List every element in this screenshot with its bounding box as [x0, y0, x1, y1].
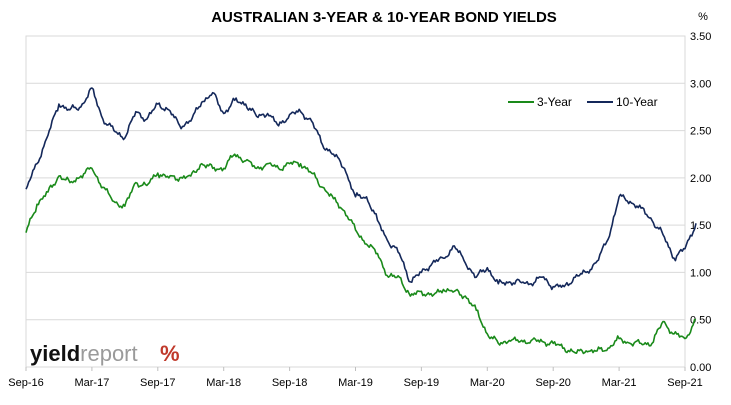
legend: 3-Year 10-Year [508, 95, 658, 109]
x-tick-label: Sep-20 [535, 377, 570, 389]
x-tick-label: Mar-17 [74, 377, 109, 389]
x-tick-label: Sep-21 [667, 377, 702, 389]
logo-text-yield: yield [30, 341, 80, 366]
logo-text-report: report [80, 341, 137, 366]
logo-percent-symbol: % [160, 341, 180, 366]
chart-title: AUSTRALIAN 3-YEAR & 10-YEAR BOND YIELDS [211, 9, 557, 26]
x-tick-label: Sep-18 [272, 377, 307, 389]
x-axis-ticks: Sep-16 Mar-17 Sep-17 Mar-18 Sep-18 Mar-19 Sep-… [8, 367, 703, 389]
y-tick-label: 2.00 [690, 173, 711, 185]
x-tick-label: Mar-19 [338, 377, 373, 389]
y-tick-label: 2.50 [690, 126, 711, 138]
x-tick-label: Mar-18 [206, 377, 241, 389]
series-lines [25, 87, 697, 355]
y-tick-label: 0.50 [690, 315, 711, 327]
svg-text:yieldreport: yieldreport [30, 341, 138, 366]
y-tick-label: 3.00 [690, 78, 711, 90]
y-tick-label: 0.00 [690, 362, 711, 374]
x-tick-label: Mar-21 [602, 377, 637, 389]
y-tick-label: 3.50 [690, 31, 711, 43]
yieldreport-logo: yieldreport % [30, 341, 180, 366]
series-line-3-year [25, 153, 697, 355]
y-axis-ticks: 0.000.501.001.502.002.503.003.50 [690, 31, 711, 374]
x-tick-label: Sep-16 [8, 377, 43, 389]
y-tick-label: 1.00 [690, 267, 711, 279]
x-tick-label: Sep-19 [404, 377, 439, 389]
series-line-10-year [25, 87, 697, 291]
legend-label: 3-Year [537, 95, 572, 109]
legend-label: 10-Year [616, 95, 658, 109]
y-axis-unit: % [698, 11, 708, 23]
x-tick-label: Mar-20 [470, 377, 505, 389]
x-tick-label: Sep-17 [140, 377, 175, 389]
plot-area-border [25, 35, 686, 368]
gridlines [26, 82, 685, 321]
